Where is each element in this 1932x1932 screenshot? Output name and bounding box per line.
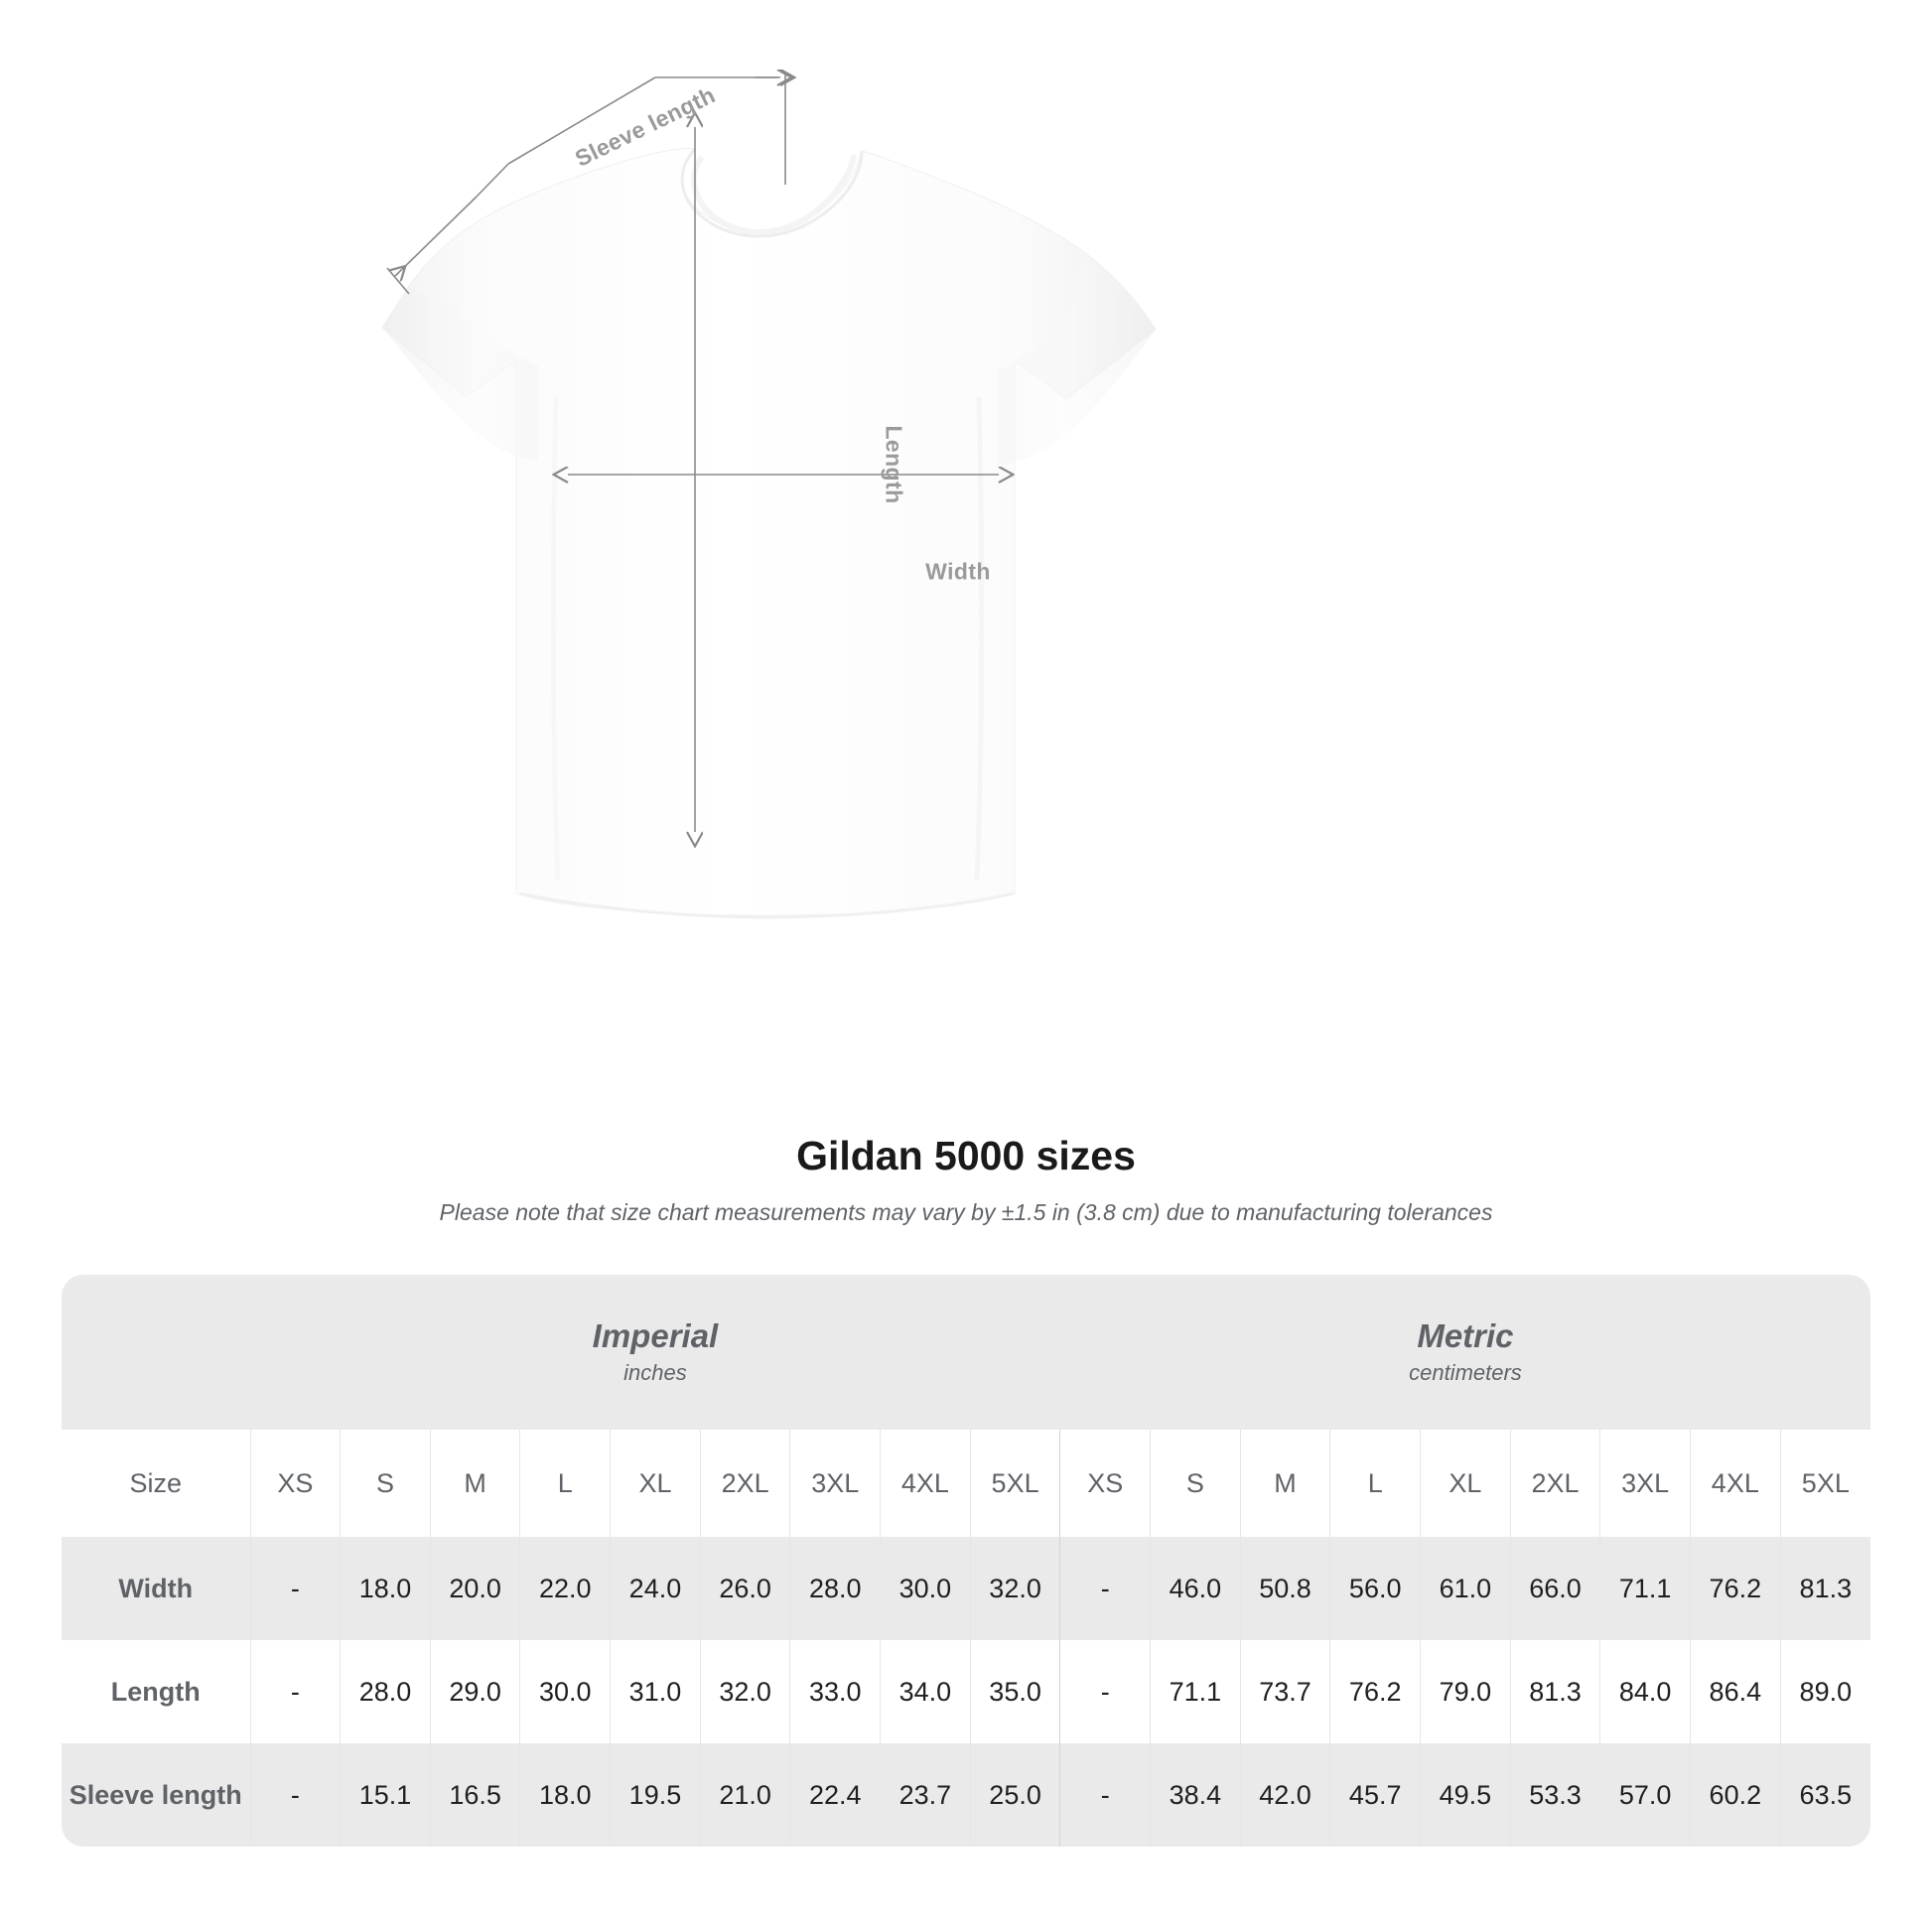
size-column-header-metric-l: L — [1329, 1430, 1421, 1537]
cell-length-metric-xs: - — [1059, 1640, 1151, 1743]
cell-length-metric-5xl: 89.0 — [1779, 1640, 1870, 1743]
cell-width-imperial-m: 20.0 — [429, 1537, 520, 1640]
size-column-header-metric-3xl: 3XL — [1599, 1430, 1691, 1537]
table-row: Width -18.0 20.0 22.0 24.0 26.0 28.0 30.0 32.0-4… — [62, 1537, 1870, 1640]
cell-sleeve-length-metric-2xl: 53.3 — [1509, 1743, 1600, 1847]
table-row: Sleeve length -15.1 16.5 18.0 19.5 21.0 22.4 23… — [62, 1743, 1870, 1847]
tolerance-note: Please note that size chart measurements… — [439, 1199, 1493, 1226]
cell-sleeve-length-imperial-4xl: 23.7 — [880, 1743, 971, 1847]
cell-length-imperial-3xl: 33.0 — [789, 1640, 881, 1743]
size-column-header-imperial-3xl: 3XL — [789, 1430, 881, 1537]
cell-width-imperial-3xl: 28.0 — [789, 1537, 881, 1640]
cell-sleeve-length-imperial-xl: 19.5 — [610, 1743, 701, 1847]
size-column-header-metric-4xl: 4XL — [1690, 1430, 1781, 1537]
cell-length-imperial-l: 30.0 — [519, 1640, 611, 1743]
unit-header-row: Imperial inches Metric centimeters — [62, 1275, 1870, 1430]
width-label: Width — [925, 558, 991, 585]
tshirt-shape — [381, 147, 1157, 919]
cell-sleeve-length-imperial-3xl: 22.4 — [789, 1743, 881, 1847]
size-column-header-imperial-4xl: 4XL — [880, 1430, 971, 1537]
cell-width-imperial-4xl: 30.0 — [880, 1537, 971, 1640]
size-column-header-imperial-xs: XS — [249, 1430, 341, 1537]
cell-width-metric-3xl: 71.1 — [1599, 1537, 1691, 1640]
cell-width-imperial-5xl: 32.0 — [969, 1537, 1060, 1640]
size-column-header-metric-s: S — [1150, 1430, 1241, 1537]
size-column-header-imperial-s: S — [340, 1430, 431, 1537]
cell-sleeve-length-imperial-5xl: 25.0 — [969, 1743, 1060, 1847]
tshirt-illustration — [381, 0, 1157, 919]
cell-width-metric-s: 46.0 — [1150, 1537, 1241, 1640]
cell-length-metric-4xl: 86.4 — [1690, 1640, 1781, 1743]
cell-sleeve-length-imperial-xs: - — [249, 1743, 341, 1847]
cell-length-imperial-m: 29.0 — [429, 1640, 520, 1743]
size-column-header-imperial-5xl: 5XL — [969, 1430, 1060, 1537]
cell-width-metric-5xl: 81.3 — [1779, 1537, 1870, 1640]
sleeve-length-dimension — [386, 71, 785, 295]
cell-width-imperial-xl: 24.0 — [610, 1537, 701, 1640]
cell-length-metric-l: 76.2 — [1329, 1640, 1421, 1743]
cell-length-metric-3xl: 84.0 — [1599, 1640, 1691, 1743]
cell-length-imperial-4xl: 34.0 — [880, 1640, 971, 1743]
cell-width-metric-xl: 61.0 — [1420, 1537, 1511, 1640]
unit-header-imperial: Imperial inches — [250, 1275, 1060, 1430]
cell-length-metric-m: 73.7 — [1239, 1640, 1330, 1743]
cell-length-imperial-s: 28.0 — [340, 1640, 431, 1743]
cell-sleeve-length-imperial-s: 15.1 — [340, 1743, 431, 1847]
cell-sleeve-length-metric-m: 42.0 — [1239, 1743, 1330, 1847]
length-label: Length — [881, 425, 907, 504]
size-header-row: Size XS S M L XL 2XL 3XL 4XL 5XL XS S M L XL 2XL 3XL 4XL 5… — [62, 1430, 1870, 1537]
cell-sleeve-length-imperial-2xl: 21.0 — [699, 1743, 790, 1847]
cell-sleeve-length-metric-5xl: 63.5 — [1779, 1743, 1870, 1847]
cell-sleeve-length-metric-3xl: 57.0 — [1599, 1743, 1691, 1847]
cell-width-imperial-xs: - — [249, 1537, 341, 1640]
size-column-header-imperial-m: M — [429, 1430, 520, 1537]
row-label-length: Length — [62, 1640, 250, 1743]
tshirt-diagram: Sleeve length Length Width — [381, 0, 1157, 919]
table-row: Length -28.0 29.0 30.0 31.0 32.0 33.0 34.0 35.0-… — [62, 1640, 1870, 1743]
unit-header-spacer — [62, 1275, 250, 1430]
cell-length-imperial-5xl: 35.0 — [969, 1640, 1060, 1743]
cell-length-imperial-2xl: 32.0 — [699, 1640, 790, 1743]
unit-subtitle: centimeters — [1409, 1360, 1522, 1386]
cell-width-metric-l: 56.0 — [1329, 1537, 1421, 1640]
size-column-header-imperial-xl: XL — [610, 1430, 701, 1537]
cell-width-imperial-2xl: 26.0 — [699, 1537, 790, 1640]
cell-width-metric-xs: - — [1059, 1537, 1151, 1640]
cell-sleeve-length-metric-xs: - — [1059, 1743, 1151, 1847]
cell-length-metric-xl: 79.0 — [1420, 1640, 1511, 1743]
size-chart-table-container: Imperial inches Metric centimeters Size XS S M L… — [62, 1275, 1870, 1847]
size-column-header-imperial-l: L — [519, 1430, 611, 1537]
cell-sleeve-length-metric-l: 45.7 — [1329, 1743, 1421, 1847]
cell-length-metric-2xl: 81.3 — [1509, 1640, 1600, 1743]
cell-width-metric-2xl: 66.0 — [1509, 1537, 1600, 1640]
chart-heading: Gildan 5000 sizes Please note that size … — [0, 1132, 1932, 1228]
unit-name: Imperial — [592, 1316, 719, 1354]
size-chart-table: Imperial inches Metric centimeters Size XS S M L… — [62, 1275, 1870, 1847]
cell-sleeve-length-metric-s: 38.4 — [1150, 1743, 1241, 1847]
unit-header-metric: Metric centimeters — [1059, 1275, 1870, 1430]
cell-sleeve-length-imperial-m: 16.5 — [429, 1743, 520, 1847]
page-title: Gildan 5000 sizes — [796, 1133, 1136, 1178]
size-column-header-imperial-2xl: 2XL — [699, 1430, 790, 1537]
row-label-sleeve-length: Sleeve length — [62, 1743, 250, 1847]
size-header-label: Size — [62, 1430, 250, 1537]
cell-width-imperial-s: 18.0 — [340, 1537, 431, 1640]
size-column-header-metric-xs: XS — [1059, 1430, 1151, 1537]
size-column-header-metric-xl: XL — [1420, 1430, 1511, 1537]
unit-subtitle: inches — [623, 1360, 687, 1386]
cell-width-metric-m: 50.8 — [1239, 1537, 1330, 1640]
unit-name: Metric — [1417, 1316, 1514, 1354]
size-column-header-metric-2xl: 2XL — [1509, 1430, 1600, 1537]
cell-width-imperial-l: 22.0 — [519, 1537, 611, 1640]
cell-sleeve-length-imperial-l: 18.0 — [519, 1743, 611, 1847]
row-label-width: Width — [62, 1537, 250, 1640]
cell-length-imperial-xl: 31.0 — [610, 1640, 701, 1743]
cell-sleeve-length-metric-4xl: 60.2 — [1690, 1743, 1781, 1847]
size-column-header-metric-m: M — [1239, 1430, 1330, 1537]
cell-sleeve-length-metric-xl: 49.5 — [1420, 1743, 1511, 1847]
cell-length-metric-s: 71.1 — [1150, 1640, 1241, 1743]
cell-length-imperial-xs: - — [249, 1640, 341, 1743]
size-column-header-metric-5xl: 5XL — [1779, 1430, 1870, 1537]
cell-width-metric-4xl: 76.2 — [1690, 1537, 1781, 1640]
